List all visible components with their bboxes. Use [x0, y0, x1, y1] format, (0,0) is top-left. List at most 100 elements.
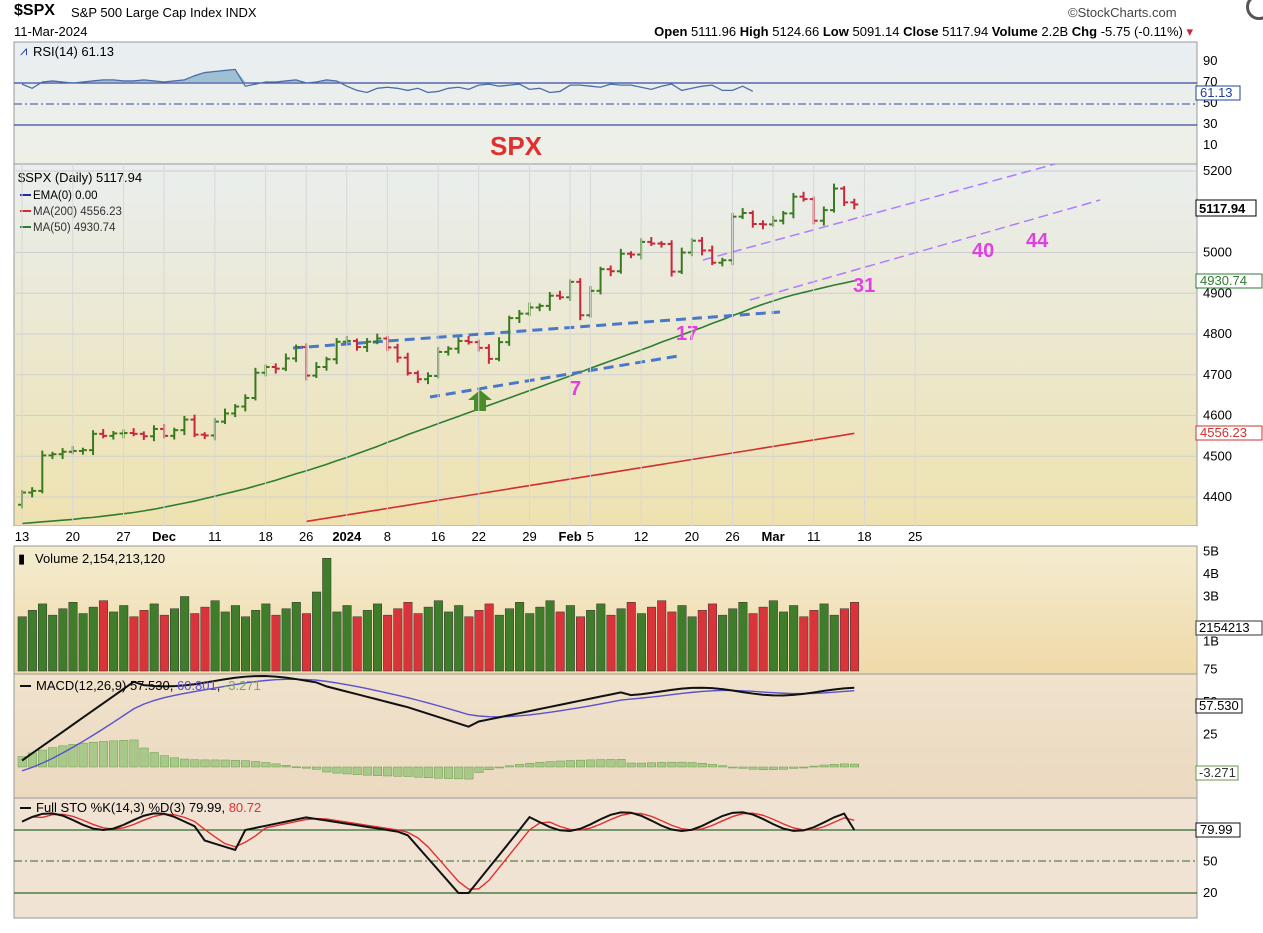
- volume-bar: [251, 610, 261, 672]
- high-label: High: [739, 24, 769, 39]
- high-value: 5124.66: [772, 24, 820, 39]
- macd-hist-bar: [626, 762, 636, 768]
- chg-value: -5.75 (-0.11%): [1100, 24, 1183, 39]
- macd-hist-bar: [525, 762, 535, 768]
- macd-hist-bar: [68, 744, 78, 768]
- date-tick-label: Mar: [762, 529, 785, 544]
- macd-hist-bar: [707, 764, 717, 768]
- volume-bar: [220, 611, 230, 672]
- volume-bar: [606, 614, 616, 672]
- date-tick-label: 25: [908, 529, 922, 544]
- macd-hist-bar: [565, 760, 575, 768]
- price-bar: [352, 338, 361, 351]
- buy-arrow-icon: [468, 390, 492, 411]
- macd-hist-bar: [515, 764, 525, 768]
- menu-icon[interactable]: [1246, 0, 1263, 20]
- volume-label: Volume 2,154,213,120: [35, 551, 165, 566]
- macd-hist-bar: [657, 762, 667, 768]
- price-bar: [312, 362, 321, 379]
- macd-hist-bar: [789, 766, 799, 769]
- volume-bar: [413, 613, 423, 672]
- price-bar: [109, 430, 118, 440]
- price-title: $SPX (Daily) 5117.94: [18, 170, 142, 185]
- rsi-gridlines: [14, 82, 1197, 126]
- rsi-tick-label: 90: [1203, 53, 1217, 68]
- date-tick-label: 8: [384, 529, 391, 544]
- price-bar: [363, 338, 372, 352]
- volume-bar: [819, 603, 829, 672]
- volume-bar: [494, 614, 504, 672]
- volume-bar: [241, 616, 251, 672]
- macd-hist-bar: [586, 759, 596, 768]
- channel-lower: [749, 199, 1101, 301]
- macd-hist-bar: [200, 759, 210, 768]
- volume-bar: [261, 603, 271, 672]
- macd-hist-bar: [819, 764, 829, 768]
- volume-bar: [738, 602, 748, 672]
- sto-k-line: [21, 811, 856, 894]
- macd-hist-bar: [576, 759, 585, 768]
- price-panel: [13, 163, 1198, 527]
- price-tick-label: 4700: [1203, 367, 1232, 382]
- date-tick-label: 18: [258, 529, 272, 544]
- macd-hist-bar: [149, 752, 159, 768]
- annotation-17: 17: [676, 323, 698, 345]
- close-value: 5117.94: [942, 24, 989, 39]
- volume-bar: [291, 602, 301, 672]
- price-tick-label: 4600: [1203, 408, 1232, 423]
- macd-hist-bar: [48, 747, 58, 768]
- macd-hist-bar: [393, 766, 403, 777]
- volume-bar: [403, 602, 413, 672]
- sto-tag-text: 79.99: [1200, 822, 1233, 837]
- chg-arrow-icon: ▾: [1186, 24, 1193, 39]
- macd-hist-bar: [332, 766, 342, 774]
- macd-hist-bar: [474, 766, 484, 773]
- sto-prefix: Full STO %K(14,3) %D(3): [36, 800, 185, 815]
- date-tick-label: 20: [66, 529, 80, 544]
- price-bar: [748, 210, 757, 228]
- volume-bar: [393, 608, 403, 672]
- price-bar: [495, 337, 504, 362]
- macd-hist-bar: [38, 749, 48, 768]
- price-bar: [647, 237, 656, 246]
- price-bar: [403, 352, 412, 376]
- macd-tag: [1195, 698, 1243, 714]
- macd-hist-bar: [119, 740, 129, 768]
- volume-bar: [504, 608, 514, 672]
- spx-watermark: SPX: [490, 131, 543, 161]
- volume-bar: [159, 614, 169, 672]
- close-tag: [1195, 199, 1257, 217]
- macd-hist-bar: [78, 742, 88, 768]
- price-axis: 5200 5000 4900 4800 4700 4600 4500 4400: [1203, 163, 1232, 504]
- date-tick-label: Dec: [152, 529, 176, 544]
- volume-bar: [647, 606, 657, 672]
- volume-tick-label: 5B: [1203, 544, 1219, 559]
- price-bar: [840, 186, 849, 207]
- legend-ma50: MA(50) 4930.74: [33, 222, 116, 234]
- volume-icon: ▮: [18, 551, 25, 566]
- volume-bar: [149, 603, 159, 672]
- volume-bar: [565, 605, 575, 672]
- macd-hist-bar: [210, 759, 220, 768]
- volume-bar: [687, 616, 697, 672]
- price-legend: $SPX (Daily) 5117.94 EMA(0) 0.00 MA(200)…: [18, 170, 142, 234]
- price-bar: [596, 266, 605, 295]
- volume-bar: [789, 605, 799, 672]
- macd-hist-bar: [829, 763, 839, 768]
- price-bar: [129, 428, 138, 437]
- brand-logo[interactable]: ©StockCharts.com: [1068, 5, 1177, 20]
- ma200-tag-text: 4556.23: [1200, 425, 1247, 440]
- macd-hist-bar: [799, 766, 809, 769]
- symbol: $SPX: [14, 2, 55, 19]
- macd-hist-bar: [433, 766, 443, 779]
- macd-hist-bar: [413, 766, 423, 778]
- macd-hist-bar: [667, 761, 677, 768]
- volume-bar: [616, 608, 626, 672]
- volume-bar: [139, 610, 149, 672]
- volume-value: 2.2B: [1041, 24, 1069, 39]
- price-bar: [718, 257, 727, 267]
- price-tick-label: 4900: [1203, 285, 1232, 300]
- macd-hist-bar: [159, 755, 169, 768]
- macd-hist-bar: [170, 757, 179, 768]
- price-bar: [251, 367, 260, 401]
